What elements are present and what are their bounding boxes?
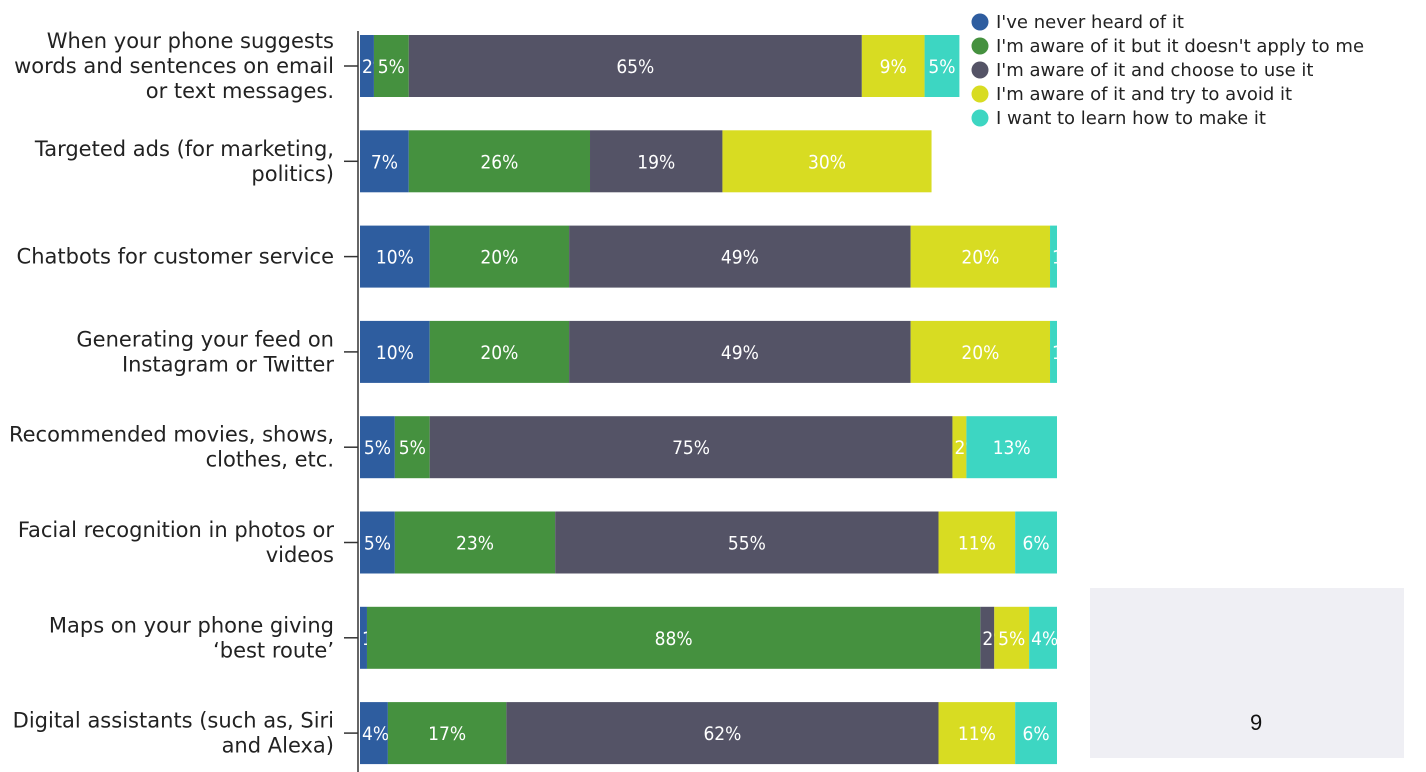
data-label: 55% xyxy=(728,533,766,555)
bar-segment xyxy=(394,511,556,574)
bar-segment xyxy=(938,702,1016,765)
data-label: 6% xyxy=(1023,723,1050,745)
bar-segment xyxy=(1050,320,1057,383)
data-label: 20% xyxy=(480,247,518,269)
data-label: 49% xyxy=(721,342,759,364)
bar-segment xyxy=(924,35,960,97)
data-label: 10% xyxy=(376,247,414,269)
bar-segment xyxy=(569,225,911,288)
slide-page-number: 9 xyxy=(1250,710,1263,735)
bar-segment xyxy=(408,35,862,97)
data-label: 19% xyxy=(637,151,675,173)
bar-segment xyxy=(910,320,1051,383)
data-label: 23% xyxy=(456,533,494,555)
data-label: 9% xyxy=(880,56,907,78)
bar-segment xyxy=(722,130,932,193)
legend: I've never heard of it I'm aware of it bu… xyxy=(971,12,1364,129)
data-label: 5% xyxy=(378,56,405,78)
data-label: 62% xyxy=(703,723,741,745)
bar-segment xyxy=(429,320,570,383)
bar-segment xyxy=(590,130,723,193)
legend-entry: I've never heard of it xyxy=(996,12,1184,33)
data-label: 17% xyxy=(428,723,466,745)
category-label: When your phone suggests words and senten… xyxy=(14,29,334,103)
data-label: 88% xyxy=(655,628,693,650)
bar-segment xyxy=(994,606,1030,669)
category-label: Generating your feed on Instagram or Twit… xyxy=(76,327,334,376)
data-label: 13% xyxy=(993,437,1031,459)
y-axis xyxy=(344,31,359,772)
bar-segment xyxy=(1015,511,1057,574)
category-label: Chatbots for customer service xyxy=(17,245,334,269)
category-label: Targeted ads (for marketing, politics) xyxy=(34,137,334,186)
category-label: Maps on your phone giving ‘best route’ xyxy=(49,613,334,662)
data-label: 11% xyxy=(958,723,996,745)
legend-swatch xyxy=(971,109,989,127)
bar-segment xyxy=(1050,225,1057,288)
data-label: 26% xyxy=(480,151,518,173)
data-label: 10% xyxy=(376,342,414,364)
data-label: 20% xyxy=(961,342,999,364)
data-label: 1% xyxy=(1052,342,1079,364)
legend-entry: I'm aware of it but it doesn't apply to … xyxy=(996,36,1364,57)
legend-entry: I'm aware of it and choose to use it xyxy=(996,60,1313,81)
data-label: 20% xyxy=(961,247,999,269)
data-label: 5% xyxy=(399,437,426,459)
bar-segment xyxy=(387,702,507,765)
legend-swatch xyxy=(971,85,989,103)
data-label: 5% xyxy=(364,533,391,555)
data-label: 1% xyxy=(1052,247,1079,269)
data-label: 49% xyxy=(721,247,759,269)
category-labels: When your phone suggests words and senten… xyxy=(9,29,334,758)
category-label: Digital assistants (such as, Siri and Ale… xyxy=(13,709,334,758)
bar-segment xyxy=(861,35,925,97)
bar-segment xyxy=(360,606,367,669)
slide-placeholder-panel xyxy=(1090,588,1404,758)
bar-segment xyxy=(1029,606,1057,669)
bar-segment xyxy=(360,702,388,765)
bar-segment xyxy=(980,606,995,669)
data-label: 5% xyxy=(928,56,955,78)
bar-segment xyxy=(373,35,409,97)
bar-segment xyxy=(429,225,570,288)
bar-segment xyxy=(360,416,395,479)
data-label: 30% xyxy=(808,151,846,173)
bar-segment xyxy=(555,511,939,574)
bar-segment xyxy=(506,702,939,765)
data-label: 6% xyxy=(1023,533,1050,555)
data-label: 5% xyxy=(364,437,391,459)
legend-swatch xyxy=(971,61,989,79)
bar-segment xyxy=(394,416,430,479)
data-label: 75% xyxy=(672,437,710,459)
legend-entry: I want to learn how to make it xyxy=(996,108,1266,129)
data-label: 4% xyxy=(362,723,389,745)
data-label: 4% xyxy=(1031,628,1058,650)
legend-swatch xyxy=(971,13,989,31)
bar-segment xyxy=(569,320,911,383)
bar-segment xyxy=(366,606,981,669)
data-label: 11% xyxy=(958,533,996,555)
bar-segment xyxy=(360,130,409,193)
bar-segment xyxy=(408,130,591,193)
data-label: 20% xyxy=(480,342,518,364)
category-label: Recommended movies, shows, clothes, etc. xyxy=(9,423,334,472)
bar-segment xyxy=(360,511,395,574)
bar-segment xyxy=(966,416,1057,479)
category-label: Facial recognition in photos or videos xyxy=(18,518,334,567)
legend-swatch xyxy=(971,37,989,55)
bar-segment xyxy=(910,225,1051,288)
data-label: 5% xyxy=(998,628,1025,650)
bar-segment xyxy=(360,225,430,288)
bar-segment xyxy=(360,320,430,383)
bar-segment xyxy=(952,416,967,479)
data-label: 65% xyxy=(616,56,654,78)
data-label: 7% xyxy=(371,151,398,173)
legend-entry: I'm aware of it and try to avoid it xyxy=(996,84,1292,105)
bar-segment xyxy=(1015,702,1057,765)
bar-area: 2%5%65%9%5%7%26%19%30%10%20%49%20%1%10%2… xyxy=(360,35,1079,765)
bar-segment xyxy=(429,416,953,479)
bar-segment xyxy=(360,35,374,97)
bar-segment xyxy=(938,511,1016,574)
